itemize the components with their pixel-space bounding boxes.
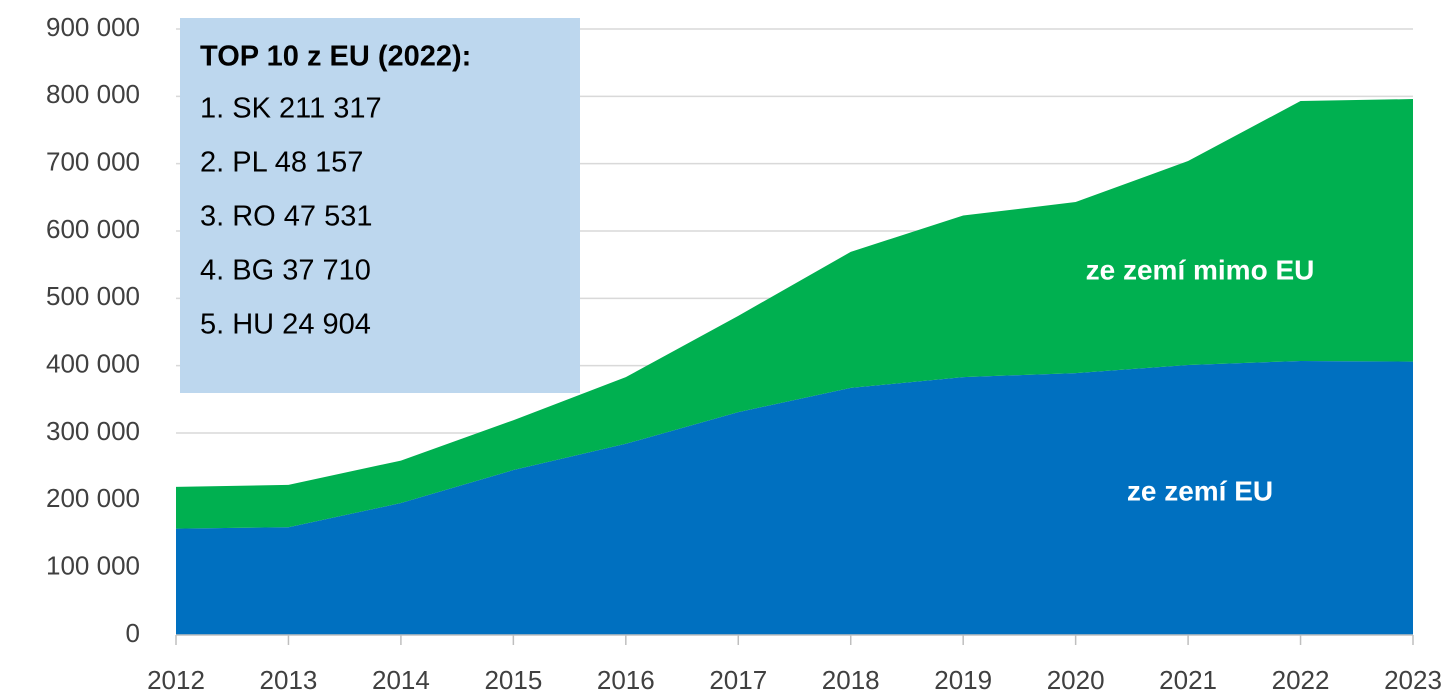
y-tick-label: 0 [126,618,140,648]
annotation-item: 5. HU 24 904 [200,309,371,341]
y-tick-label: 100 000 [46,551,140,581]
annotation-item: 4. BG 37 710 [200,255,371,287]
annotation-box [180,18,580,393]
x-tick-label: 2019 [934,665,992,695]
x-tick-label: 2016 [597,665,655,695]
x-tick-label: 2013 [260,665,318,695]
x-tick-label: 2014 [372,665,430,695]
annotation-item: 3. RO 47 531 [200,201,373,233]
y-tick-label: 900 000 [46,12,140,42]
annotation-item: 2. PL 48 157 [200,147,363,179]
y-tick-label: 200 000 [46,483,140,513]
x-tick-label: 2018 [822,665,880,695]
x-tick-label: 2017 [709,665,767,695]
x-tick-label: 2020 [1047,665,1105,695]
x-tick-label: 2021 [1159,665,1217,695]
y-tick-label: 300 000 [46,416,140,446]
annotation-item: 1. SK 211 317 [200,93,382,125]
y-tick-label: 500 000 [46,281,140,311]
x-tick-label: 2012 [147,665,205,695]
area [176,360,1413,635]
area [176,99,1413,529]
y-tick-label: 400 000 [46,349,140,379]
y-tick-label: 600 000 [46,214,140,244]
series-label: ze zemí EU [1127,475,1273,506]
x-tick-label: 2023 [1384,665,1442,695]
y-tick-label: 700 000 [46,147,140,177]
y-tick-label: 800 000 [46,79,140,109]
series-label: ze zemí mimo EU [1086,254,1315,285]
x-tick-label: 2015 [484,665,542,695]
x-tick-label: 2022 [1272,665,1330,695]
annotation-title: TOP 10 z EU (2022): [200,41,471,73]
